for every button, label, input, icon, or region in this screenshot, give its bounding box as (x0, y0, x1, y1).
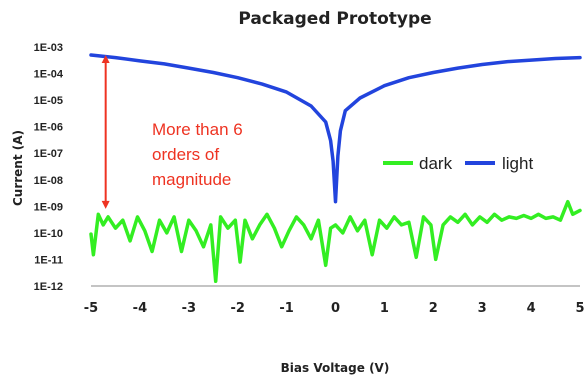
x-tick-label: 2 (429, 301, 438, 316)
x-tick-label: -4 (133, 301, 147, 316)
x-tick-label: 3 (478, 301, 487, 316)
double-arrow (101, 54, 110, 209)
series-line-light (89, 53, 582, 204)
x-tick-label: -1 (279, 301, 293, 316)
y-tick-label: 1E-06 (34, 122, 63, 134)
legend-label-light: light (502, 154, 533, 173)
y-tick-label: 1E-08 (34, 175, 63, 187)
y-tick-label: 1E-04 (34, 69, 64, 81)
y-tick-label: 1E-10 (34, 228, 63, 240)
x-tick-labels: -5 -4 -3 -2 -1 0 1 2 3 4 5 (84, 301, 584, 316)
x-axis-label: Bias Voltage (V) (281, 361, 390, 375)
y-axis-label: Current (A) (11, 130, 25, 206)
x-tick-label: -3 (182, 301, 196, 316)
y-tick-label: 1E-07 (34, 148, 63, 160)
series-layer (89, 53, 582, 284)
legend-label-dark: dark (419, 154, 453, 173)
x-tick-label: 5 (575, 301, 584, 316)
x-tick-label: 0 (331, 301, 340, 316)
series-line-dark (89, 199, 582, 284)
x-tick-label: -2 (230, 301, 244, 316)
x-tick-label: 1 (380, 301, 389, 316)
y-tick-labels: 1E-03 1E-04 1E-05 1E-06 1E-07 1E-08 1E-09 1E-10… (34, 42, 64, 293)
chart-title: Packaged Prototype (238, 9, 431, 29)
x-tick-label: 4 (527, 301, 536, 316)
y-tick-label: 1E-03 (34, 42, 63, 54)
annotation-text-line: magnitude (152, 170, 231, 189)
annotation: More than 6 orders of magnitude (101, 54, 243, 209)
x-tick-label: -5 (84, 301, 98, 316)
annotation-text-line: More than 6 (152, 120, 243, 139)
y-tick-label: 1E-11 (34, 254, 63, 266)
y-tick-label: 1E-05 (34, 95, 63, 107)
legend: dark light (383, 154, 533, 173)
annotation-text-line: orders of (152, 145, 219, 164)
y-tick-label: 1E-12 (34, 281, 63, 293)
y-tick-label: 1E-09 (34, 201, 63, 213)
